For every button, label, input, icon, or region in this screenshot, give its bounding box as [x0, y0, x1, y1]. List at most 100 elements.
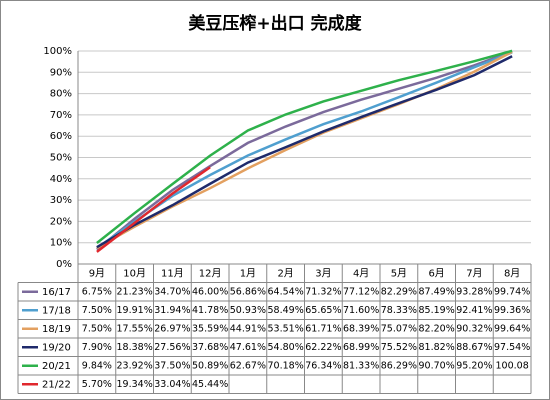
table-value: 88.67%: [456, 342, 492, 353]
table-value: 70.18%: [268, 360, 304, 371]
table-value: 7.50%: [82, 305, 112, 316]
y-tick-label: 30%: [50, 195, 72, 206]
table-value: 99.74%: [494, 286, 530, 297]
table-value: 81.82%: [419, 342, 455, 353]
y-tick-label: 60%: [50, 131, 72, 142]
legend-label: 20/21: [42, 361, 71, 372]
table-value: 23.92%: [117, 360, 153, 371]
table-value: 75.52%: [381, 342, 417, 353]
legend-label: 17/18: [42, 305, 71, 316]
table-value: 68.39%: [343, 323, 379, 334]
x-tick-label: 6月: [428, 267, 444, 279]
series-line: [96, 55, 513, 249]
x-tick-label: 9月: [89, 267, 105, 279]
table-value: 37.68%: [192, 342, 228, 353]
y-tick-label: 0%: [56, 259, 72, 270]
table-value: 76.34%: [305, 360, 341, 371]
table-value: 47.61%: [230, 342, 266, 353]
table-value: 53.51%: [268, 323, 304, 334]
table-value: 18.38%: [117, 342, 153, 353]
table-value: 56.86%: [230, 286, 266, 297]
table-value: 37.50%: [154, 360, 190, 371]
table-value: 62.67%: [230, 360, 266, 371]
table-value: 46.00%: [192, 286, 228, 297]
table-value: 21.23%: [117, 286, 153, 297]
table-value: 71.60%: [343, 305, 379, 316]
table-value: 7.50%: [82, 323, 112, 334]
legend-label: 21/22: [42, 379, 71, 390]
table-value: 50.93%: [230, 305, 266, 316]
table-value: 45.44%: [192, 379, 228, 390]
x-tick-label: 11月: [161, 267, 184, 279]
table-value: 78.33%: [381, 305, 417, 316]
series-line: [96, 50, 513, 251]
x-tick-label: 2月: [277, 267, 293, 279]
legend-label: 18/19: [42, 324, 71, 335]
table-value: 64.54%: [268, 286, 304, 297]
table-value: 17.55%: [117, 323, 153, 334]
series-line: [96, 49, 513, 245]
table-value: 9.84%: [82, 360, 112, 371]
y-tick-label: 70%: [50, 110, 72, 121]
y-tick-label: 10%: [50, 238, 72, 249]
table-value: 5.70%: [82, 379, 112, 390]
x-tick-label: 4月: [353, 267, 369, 279]
table-value: 19.34%: [117, 379, 153, 390]
series-line: [96, 51, 513, 250]
x-tick-label: 8月: [504, 267, 520, 279]
table-value: 92.41%: [456, 305, 492, 316]
series-line: [96, 166, 211, 253]
table-value: 61.71%: [305, 323, 341, 334]
x-tick-label: 3月: [315, 267, 331, 279]
legend-label: 19/20: [42, 342, 71, 353]
table-value: 75.07%: [381, 323, 417, 334]
table-value: 34.70%: [154, 286, 190, 297]
table-value: 41.78%: [192, 305, 228, 316]
table-value: 50.89%: [192, 360, 228, 371]
table-value: 95.20%: [456, 360, 492, 371]
table-value: 62.22%: [305, 342, 341, 353]
table-value: 71.32%: [305, 286, 341, 297]
y-tick-label: 50%: [50, 153, 72, 164]
x-tick-label: 7月: [466, 267, 482, 279]
table-value: 82.29%: [381, 286, 417, 297]
table-value: 99.36%: [494, 305, 530, 316]
table-value: 90.32%: [456, 323, 492, 334]
y-tick-label: 80%: [50, 89, 72, 100]
chart-title: 美豆压榨+出口 完成度: [188, 13, 362, 34]
legend-label: 16/17: [42, 287, 71, 298]
table-value: 54.80%: [268, 342, 304, 353]
table-value: 26.97%: [154, 323, 190, 334]
y-tick-label: 40%: [50, 174, 72, 185]
table-value: 44.91%: [230, 323, 266, 334]
x-tick-label: 10月: [123, 267, 146, 279]
table-value: 27.56%: [154, 342, 190, 353]
table-value: 77.12%: [343, 286, 379, 297]
table-value: 93.28%: [456, 286, 492, 297]
table-value: 87.49%: [419, 286, 455, 297]
table-value: 81.33%: [343, 360, 379, 371]
x-tick-label: 1月: [240, 267, 256, 279]
table-value: 19.91%: [117, 305, 153, 316]
table-value: 68.99%: [343, 342, 379, 353]
table-value: 35.59%: [192, 323, 228, 334]
y-tick-label: 20%: [50, 216, 72, 227]
table-value: 85.19%: [419, 305, 455, 316]
table-value: 90.70%: [419, 360, 455, 371]
table-value: 97.54%: [494, 342, 530, 353]
table-value: 65.65%: [305, 305, 341, 316]
table-value: 82.20%: [419, 323, 455, 334]
y-tick-label: 100%: [43, 46, 72, 57]
table-value: 33.04%: [154, 379, 190, 390]
table-value: 31.94%: [154, 305, 190, 316]
table-value: 100.08: [496, 360, 529, 371]
y-tick-label: 90%: [50, 67, 72, 78]
x-tick-label: 12月: [199, 267, 222, 279]
table-value: 86.29%: [381, 360, 417, 371]
table-value: 6.75%: [82, 286, 112, 297]
table-value: 99.64%: [494, 323, 530, 334]
table-value: 58.49%: [268, 305, 304, 316]
table-value: 7.90%: [82, 342, 112, 353]
x-tick-label: 5月: [391, 267, 407, 279]
